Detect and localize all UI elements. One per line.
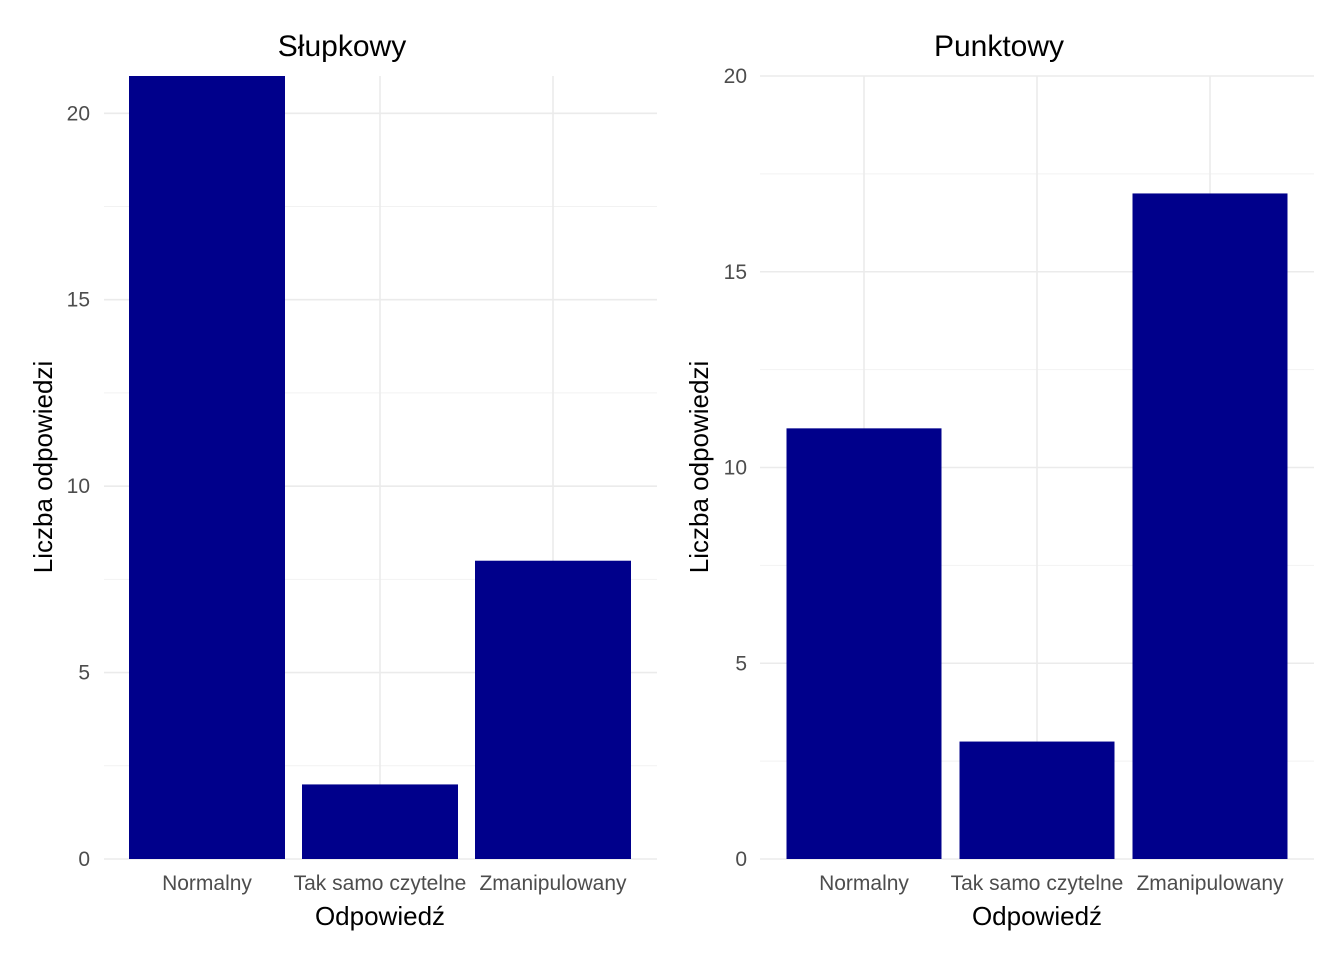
x-ticks-slupkowy: Normalny Tak samo czytelne Zmanipulowany xyxy=(162,872,627,895)
bars-punktowy xyxy=(786,193,1288,859)
bar-3 xyxy=(1132,193,1288,859)
y-ticks-punktowy: 0 5 10 15 20 xyxy=(724,65,747,871)
y-tick-label: 5 xyxy=(735,652,747,675)
x-ticks-punktowy: Normalny Tak samo czytelne Zmanipulowany xyxy=(819,872,1284,895)
bar-2 xyxy=(959,741,1115,859)
y-ticks-slupkowy: 0 5 10 15 20 xyxy=(67,102,90,871)
y-axis-title-punktowy: Liczba odpowiedzi xyxy=(684,361,714,573)
y-axis-title-slupkowy: Liczba odpowiedzi xyxy=(28,361,58,573)
y-tick-label: 15 xyxy=(67,289,90,312)
bar-2 xyxy=(302,784,458,859)
y-tick-label: 20 xyxy=(724,65,747,88)
x-tick-label: Normalny xyxy=(162,872,252,895)
bar-1 xyxy=(129,76,285,859)
y-tick-label: 0 xyxy=(735,848,747,871)
y-tick-label: 10 xyxy=(67,475,90,498)
panel-slupkowy: 0 5 10 15 20 Normalny Tak samo czytelne Zmanip… xyxy=(28,30,657,931)
x-tick-label: Normalny xyxy=(819,872,909,895)
bar-1 xyxy=(786,428,942,859)
y-tick-label: 5 xyxy=(78,662,90,685)
chart-title-slupkowy: Słupkowy xyxy=(278,30,406,63)
y-tick-label: 0 xyxy=(78,848,90,871)
x-tick-label: Zmanipulowany xyxy=(1136,872,1284,895)
bar-3 xyxy=(475,560,631,859)
y-tick-label: 15 xyxy=(724,261,747,284)
chart-title-punktowy: Punktowy xyxy=(934,30,1064,63)
panel-punktowy: 0 5 10 15 20 Normalny Tak samo czytelne Zmanip… xyxy=(684,30,1314,931)
x-tick-label: Zmanipulowany xyxy=(479,872,627,895)
y-tick-label: 10 xyxy=(724,457,747,480)
x-tick-label: Tak samo czytelne xyxy=(294,872,467,895)
y-tick-label: 20 xyxy=(67,102,90,125)
x-tick-label: Tak samo czytelne xyxy=(951,872,1124,895)
x-axis-title-punktowy: Odpowiedź xyxy=(972,901,1102,931)
x-axis-title-slupkowy: Odpowiedź xyxy=(315,901,445,931)
bars-slupkowy xyxy=(129,76,631,859)
